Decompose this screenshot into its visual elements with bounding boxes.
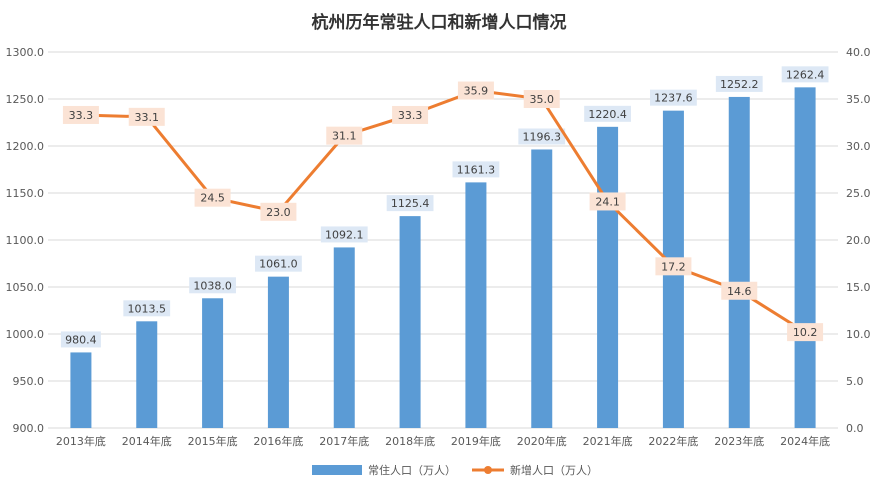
line-data-label: 24.1 bbox=[595, 195, 620, 208]
line-data-label-bg bbox=[721, 281, 758, 300]
line-data-label-bg bbox=[787, 323, 824, 342]
bar-data-label-bg bbox=[715, 75, 763, 92]
chart-title: 杭州历年常驻人口和新增人口情况 bbox=[311, 13, 567, 33]
x-tick-label: 2015年底 bbox=[188, 434, 238, 448]
line-data-label-bg bbox=[326, 126, 363, 145]
bar-data-label: 1125.4 bbox=[391, 197, 430, 210]
bar-data-label-bg bbox=[781, 66, 829, 83]
bar bbox=[333, 247, 355, 428]
y-right-tick-label: 30.0 bbox=[846, 140, 871, 153]
bar bbox=[794, 87, 816, 429]
bar-data-label: 1262.4 bbox=[786, 68, 825, 81]
bar-data-label-bg bbox=[452, 161, 500, 178]
bar-data-label-bg bbox=[60, 331, 101, 348]
y-right-tick-label: 25.0 bbox=[846, 187, 871, 200]
bar bbox=[728, 96, 750, 428]
x-tick-label: 2022年底 bbox=[648, 434, 698, 448]
bar bbox=[399, 216, 421, 428]
bar bbox=[597, 126, 619, 428]
bar-data-label: 1196.3 bbox=[523, 130, 562, 143]
y-right-tick-label: 35.0 bbox=[846, 93, 871, 106]
line-data-label-bg bbox=[128, 107, 165, 126]
bar-data-label-bg bbox=[189, 277, 236, 294]
line-data-label-bg bbox=[260, 202, 297, 221]
legend-label: 新增人口（万人） bbox=[510, 463, 598, 477]
line-data-label: 17.2 bbox=[661, 260, 686, 273]
bar bbox=[531, 149, 553, 428]
x-tick-label: 2024年底 bbox=[780, 434, 830, 448]
line-data-label: 23.0 bbox=[266, 206, 291, 219]
bar-data-label: 1161.3 bbox=[457, 163, 496, 176]
bar-data-label-bg bbox=[320, 226, 368, 243]
x-tick-label: 2021年底 bbox=[583, 434, 633, 448]
y-right-tick-label: 10.0 bbox=[846, 328, 871, 341]
line-data-label: 31.1 bbox=[332, 130, 357, 143]
y-left-tick-label: 1150.0 bbox=[6, 187, 45, 200]
y-right-tick-label: 20.0 bbox=[846, 234, 871, 247]
line-data-label: 10.2 bbox=[793, 326, 818, 339]
bar bbox=[267, 276, 289, 428]
bar-data-label-bg bbox=[584, 105, 631, 122]
bar-data-label-bg bbox=[386, 195, 434, 212]
bar-data-label-bg bbox=[123, 300, 171, 317]
line-data-label-bg bbox=[589, 192, 626, 211]
line-data-label-bg bbox=[62, 105, 99, 124]
legend-swatch-marker bbox=[484, 466, 492, 474]
y-right-tick-label: 0.0 bbox=[846, 422, 864, 435]
x-tick-label: 2020年底 bbox=[517, 434, 567, 448]
y-left-tick-label: 1050.0 bbox=[6, 281, 45, 294]
bar-data-label: 1013.5 bbox=[128, 302, 167, 315]
y-right-tick-label: 40.0 bbox=[846, 46, 871, 59]
bar-data-label-bg bbox=[518, 128, 566, 145]
bar-data-label: 980.4 bbox=[65, 333, 97, 346]
y-left-tick-label: 1100.0 bbox=[6, 234, 45, 247]
line-data-label-bg bbox=[457, 81, 494, 100]
line-data-label-bg bbox=[392, 105, 429, 124]
x-tick-label: 2018年底 bbox=[385, 434, 435, 448]
x-tick-label: 2014年底 bbox=[122, 434, 172, 448]
bar bbox=[136, 321, 158, 428]
line-data-label: 33.1 bbox=[135, 111, 160, 124]
line-data-label: 33.3 bbox=[398, 109, 423, 122]
bar-data-label: 1061.0 bbox=[259, 258, 298, 271]
x-tick-label: 2013年底 bbox=[56, 434, 106, 448]
bar bbox=[202, 298, 224, 428]
legend-label: 常住人口（万人） bbox=[368, 463, 456, 477]
y-left-tick-label: 950.0 bbox=[13, 375, 45, 388]
bar bbox=[70, 352, 92, 428]
y-left-tick-label: 1000.0 bbox=[6, 328, 45, 341]
y-right-tick-label: 5.0 bbox=[846, 375, 864, 388]
line-data-label-bg bbox=[523, 90, 560, 108]
line-data-label: 35.9 bbox=[464, 85, 489, 98]
y-right-tick-label: 15.0 bbox=[846, 281, 871, 294]
line-data-label-bg bbox=[194, 188, 231, 207]
bar-data-label-bg bbox=[650, 89, 697, 106]
line-series bbox=[80, 89, 806, 334]
line-data-label: 33.3 bbox=[69, 109, 94, 122]
x-tick-label: 2023年底 bbox=[714, 434, 764, 448]
line-data-label: 35.0 bbox=[530, 93, 555, 106]
x-tick-label: 2017年底 bbox=[319, 434, 369, 448]
line-data-label: 14.6 bbox=[727, 285, 752, 298]
bar-data-label: 1237.6 bbox=[654, 92, 693, 105]
y-left-tick-label: 1200.0 bbox=[6, 140, 45, 153]
line-data-label-bg bbox=[655, 257, 692, 276]
y-left-tick-label: 1250.0 bbox=[6, 93, 45, 106]
bar-data-label: 1220.4 bbox=[588, 108, 627, 121]
bar-data-label: 1092.1 bbox=[325, 228, 364, 241]
legend-swatch-bar bbox=[312, 465, 362, 475]
bar bbox=[465, 182, 487, 428]
bar-data-label: 1038.0 bbox=[193, 279, 232, 292]
x-tick-label: 2019年底 bbox=[451, 434, 501, 448]
bar-data-label: 1252.2 bbox=[720, 78, 759, 91]
y-left-tick-label: 1300.0 bbox=[6, 46, 45, 59]
x-tick-label: 2016年底 bbox=[253, 434, 303, 448]
bar-data-label-bg bbox=[255, 255, 302, 272]
y-left-tick-label: 900.0 bbox=[13, 422, 45, 435]
line-data-label: 24.5 bbox=[200, 192, 225, 205]
